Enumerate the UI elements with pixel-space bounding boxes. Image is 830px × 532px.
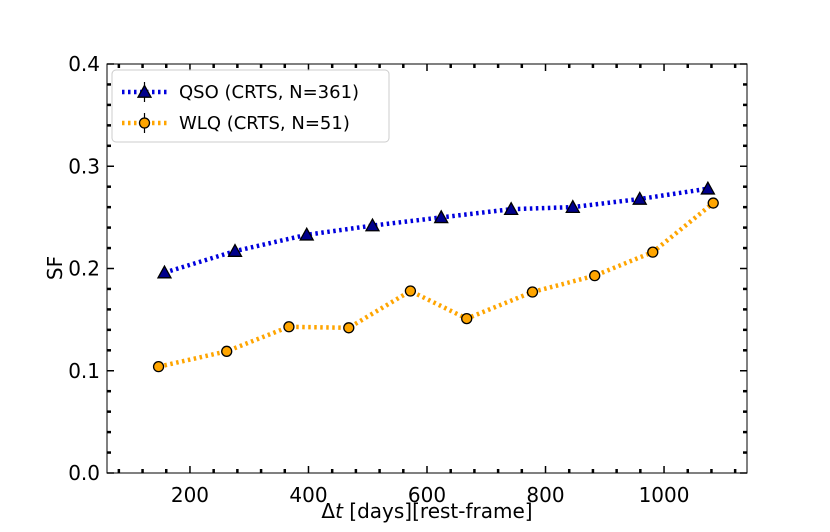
x-tick-label: 1000	[639, 483, 690, 507]
x-tick-label: 800	[526, 483, 564, 507]
ticks-layer: 200 400 600 800 1000 0.0 0.1 0.2 0.3 0.4	[68, 52, 747, 507]
data-point	[503, 201, 519, 216]
data-point	[707, 197, 719, 209]
series-line	[163, 186, 709, 275]
y-axis-label: SF	[43, 256, 67, 280]
legend-entries: QSO (CRTS, N=361) WLQ (CRTS, N=51)	[122, 82, 359, 134]
x-tick-label: 400	[289, 483, 327, 507]
data-point	[221, 345, 233, 357]
plot-frame	[106, 63, 748, 474]
data-point	[433, 209, 449, 224]
data-point	[343, 322, 355, 334]
legend-label: WLQ (CRTS, N=51)	[179, 113, 350, 134]
x-axis-label-rest: [days][rest-frame]	[343, 499, 533, 523]
data-point	[565, 199, 581, 214]
legend-box	[111, 69, 390, 143]
data-point	[364, 217, 381, 232]
data-point	[647, 246, 659, 258]
x-tick-label: 200	[171, 483, 209, 507]
y-tick-label: 0.3	[68, 154, 100, 178]
series-line	[158, 201, 715, 369]
y-tick-label: 0.2	[68, 257, 100, 281]
legend-label: QSO (CRTS, N=361)	[179, 82, 359, 103]
data-point	[299, 226, 315, 241]
data-point	[526, 286, 539, 298]
data-point	[461, 312, 473, 325]
legend-marker	[138, 117, 151, 129]
data-point	[404, 285, 417, 297]
legend-marker	[136, 84, 153, 98]
data-point	[156, 264, 173, 279]
data-point	[283, 321, 295, 333]
legend: QSO (CRTS, N=361) WLQ (CRTS, N=51)	[111, 69, 390, 143]
y-tick-label: 0.4	[68, 52, 100, 76]
data-point	[589, 270, 601, 282]
data-point	[700, 180, 716, 195]
series-layer	[152, 180, 719, 373]
x-tick-label: 600	[408, 483, 446, 507]
x-axis-label: Δt [days][rest-frame]	[321, 499, 532, 523]
y-tick-label: 0.0	[68, 461, 100, 485]
data-point	[152, 361, 165, 373]
data-point	[227, 243, 243, 257]
x-axis-label-prefix: Δ	[321, 499, 335, 523]
y-tick-label: 0.1	[68, 359, 100, 383]
data-point	[632, 191, 648, 205]
x-axis-label-var: t	[335, 499, 344, 523]
